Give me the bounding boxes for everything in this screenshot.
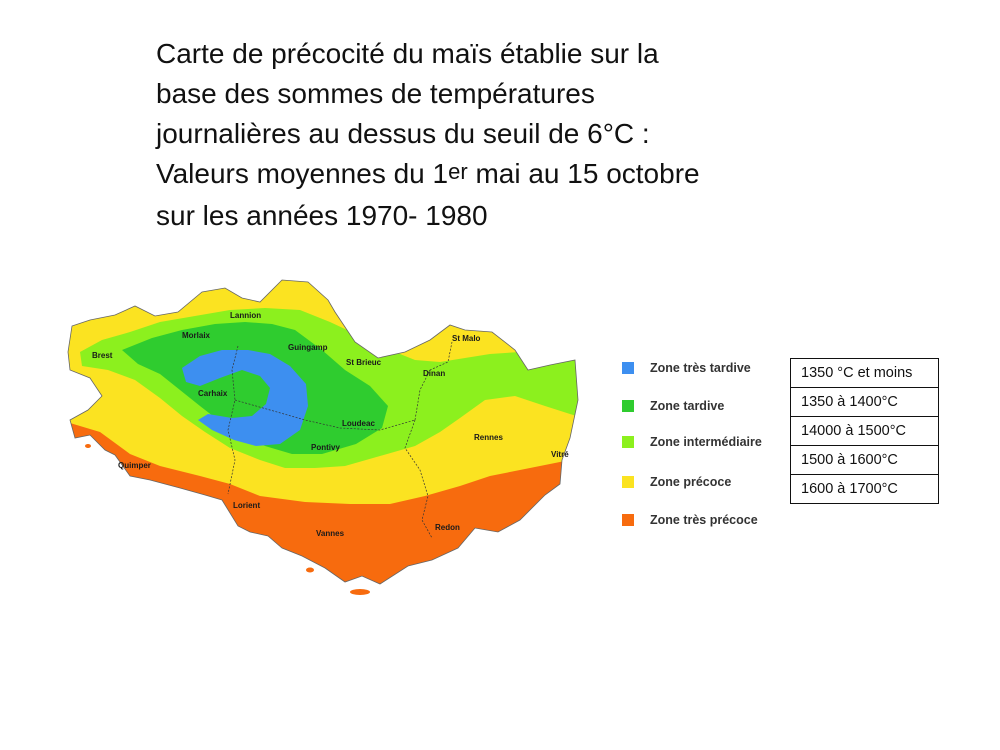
border-finistere bbox=[227, 345, 239, 495]
legend-swatch-tardive bbox=[622, 400, 634, 412]
city-carhaix: Carhaix bbox=[198, 389, 228, 398]
title-superscript: er bbox=[448, 159, 468, 184]
city-st-malo: St Malo bbox=[452, 334, 481, 343]
legend-label-tardive: Zone tardive bbox=[650, 399, 725, 413]
legend-swatch-tres-tardive bbox=[622, 362, 634, 374]
range-row: 1600 à 1700°C bbox=[790, 474, 939, 504]
city-quimper: Quimper bbox=[118, 461, 151, 470]
border-ille-vilaine-north bbox=[414, 341, 453, 421]
island-groix bbox=[306, 567, 314, 573]
map-zones bbox=[68, 280, 578, 584]
title-line-3: journalières au dessus du seuil de 6°C : bbox=[156, 118, 650, 149]
title-line-1: Carte de précocité du maïs établie sur l… bbox=[156, 38, 659, 69]
range-row: 1350 °C et moins bbox=[790, 358, 939, 388]
title-line-2: base des sommes de températures bbox=[156, 78, 595, 109]
legend-swatch-precoce bbox=[622, 476, 634, 488]
range-row: 1500 à 1600°C bbox=[790, 445, 939, 475]
islands bbox=[85, 444, 370, 595]
temperature-range-table: 1350 °C et moins 1350 à 1400°C 14000 à 1… bbox=[790, 358, 939, 504]
legend-item-intermediaire: Zone intermédiaire bbox=[622, 432, 762, 452]
legend-label-precoce: Zone précoce bbox=[650, 475, 732, 489]
island-belle-ile bbox=[350, 589, 370, 595]
legend-swatch-tres-precoce bbox=[622, 514, 634, 526]
city-pontivy: Pontivy bbox=[311, 443, 340, 452]
city-loudeac: Loudeac bbox=[342, 419, 375, 428]
island-sein bbox=[85, 444, 91, 448]
legend-label-tres-precoce: Zone très précoce bbox=[650, 513, 758, 527]
legend-item-tres-tardive: Zone très tardive bbox=[622, 358, 751, 378]
map-title: Carte de précocité du maïs établie sur l… bbox=[156, 34, 856, 236]
legend-item-precoce: Zone précoce bbox=[622, 472, 731, 492]
border-cotes-armor bbox=[234, 399, 416, 431]
coastline bbox=[67, 279, 579, 585]
city-rennes: Rennes bbox=[474, 433, 503, 442]
legend-label-tres-tardive: Zone très tardive bbox=[650, 361, 751, 375]
city-labels: Lannion Morlaix Guingamp St Malo Brest S… bbox=[92, 311, 569, 538]
title-line-4-start: Valeurs moyennes du 1 bbox=[156, 158, 449, 189]
department-borders bbox=[227, 341, 453, 539]
range-cell-intermediaire: 14000 à 1500°C bbox=[790, 416, 939, 446]
range-cell-tres-tardive: 1350 °C et moins bbox=[790, 358, 939, 388]
city-lorient: Lorient bbox=[233, 501, 260, 510]
range-row: 14000 à 1500°C bbox=[790, 416, 939, 446]
title-line-4: Valeurs moyennes du 1er mai au 15 octobr… bbox=[156, 154, 856, 196]
legend-label-intermediaire: Zone intermédiaire bbox=[650, 435, 762, 449]
brittany-map: Lannion Morlaix Guingamp St Malo Brest S… bbox=[60, 270, 590, 600]
city-vannes: Vannes bbox=[316, 529, 345, 538]
zone-tardive-region bbox=[122, 322, 388, 454]
city-dinan: Dinan bbox=[423, 369, 445, 378]
city-morlaix: Morlaix bbox=[182, 331, 211, 340]
city-lannion: Lannion bbox=[230, 311, 261, 320]
range-row: 1350 à 1400°C bbox=[790, 387, 939, 417]
range-cell-tardive: 1350 à 1400°C bbox=[790, 387, 939, 417]
zone-tres-tardive-region bbox=[182, 350, 308, 446]
title-line-5: sur les années 1970- 1980 bbox=[156, 200, 488, 231]
legend-item-tres-precoce: Zone très précoce bbox=[622, 510, 758, 530]
border-ille-vilaine-south bbox=[404, 419, 433, 539]
range-cell-precoce: 1500 à 1600°C bbox=[790, 445, 939, 475]
legend-swatch-intermediaire bbox=[622, 436, 634, 448]
city-guingamp: Guingamp bbox=[288, 343, 328, 352]
zone-map-svg: Lannion Morlaix Guingamp St Malo Brest S… bbox=[67, 279, 579, 595]
legend-item-tardive: Zone tardive bbox=[622, 396, 724, 416]
title-line-4-end: mai au 15 octobre bbox=[467, 158, 700, 189]
city-redon: Redon bbox=[435, 523, 460, 532]
city-vitre: Vitré bbox=[551, 450, 569, 459]
city-brest: Brest bbox=[92, 351, 113, 360]
city-st-brieuc: St Brieuc bbox=[346, 358, 382, 367]
range-cell-tres-precoce: 1600 à 1700°C bbox=[790, 474, 939, 504]
